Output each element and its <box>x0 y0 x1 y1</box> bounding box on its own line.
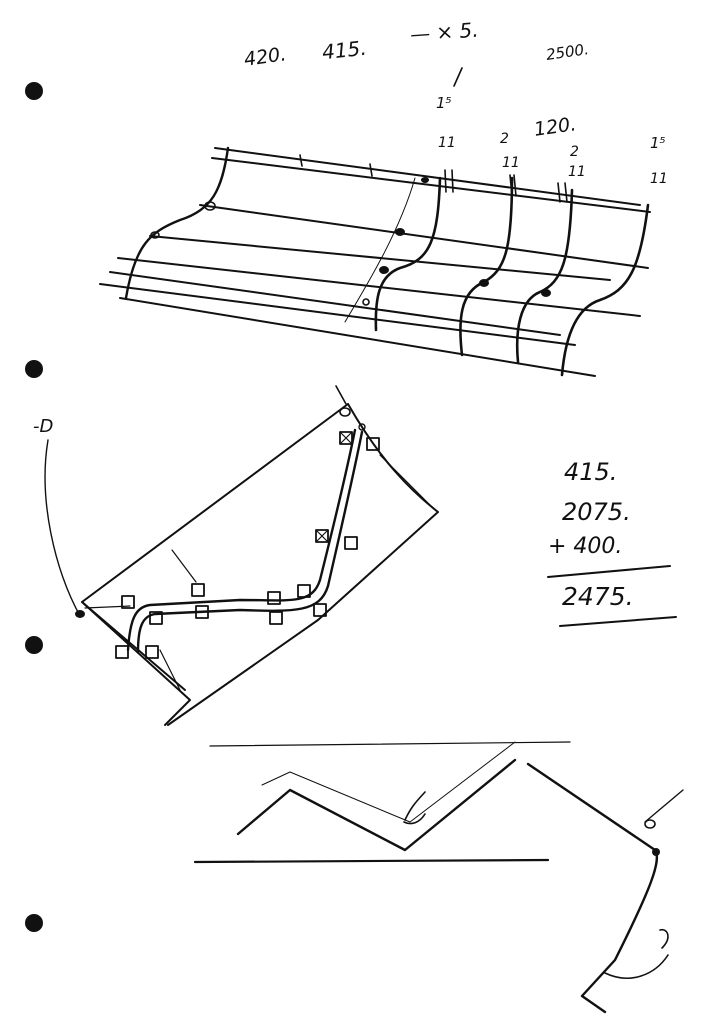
punch-hole <box>25 636 43 654</box>
top-times-five: — × 5. <box>409 17 480 47</box>
dim-mark: 1⁵ <box>650 134 666 152</box>
sum-add: + 400. <box>548 534 623 559</box>
dim-mark: 11 <box>502 155 520 171</box>
sketch-section <box>193 741 571 864</box>
scribble-mark <box>453 67 463 87</box>
dim-mark: 2 <box>500 131 509 147</box>
sum-second: 2075. <box>562 498 631 526</box>
punch-hole <box>25 82 43 100</box>
sketch-plan-view <box>44 385 439 726</box>
sum-first: 415. <box>564 458 618 486</box>
sum-total: 2475. <box>562 582 634 611</box>
dim-mark: 11 <box>568 164 586 180</box>
dim-mark: 2 <box>570 144 579 160</box>
dim-mark: 1⁵ <box>436 94 452 112</box>
top-number-415: 415. <box>320 35 368 65</box>
sum-underlines <box>547 565 677 627</box>
punch-hole <box>25 914 43 932</box>
sketch-rail-perspective <box>99 146 651 377</box>
dim-mark: 11 <box>650 171 668 187</box>
punch-hole <box>25 360 43 378</box>
sketch-corner-detail <box>526 762 684 1014</box>
label-minus-d: -D <box>33 416 54 437</box>
dim-mark: 11 <box>438 135 456 151</box>
